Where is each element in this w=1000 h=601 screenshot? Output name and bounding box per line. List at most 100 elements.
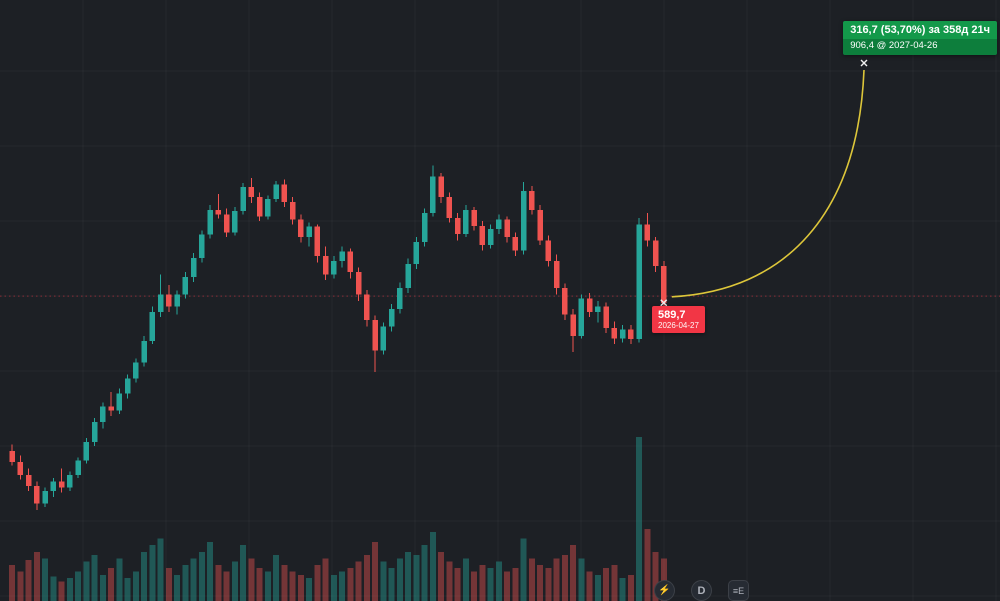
candle-body <box>504 219 510 238</box>
volume-bar <box>330 574 337 601</box>
interval-daily-label: D <box>697 584 706 597</box>
prediction-target-marker[interactable] <box>860 59 868 67</box>
candle-body <box>91 422 98 443</box>
volume-bar <box>83 561 90 601</box>
candle-body <box>223 214 230 233</box>
candle-body <box>628 329 634 340</box>
target-detail: 906,4 @ 2027-04-26 <box>843 39 997 55</box>
candle-body <box>100 406 106 423</box>
volume-bar <box>141 551 147 601</box>
volume-bar <box>611 564 618 601</box>
candle-body <box>661 265 667 303</box>
prediction-arrow-curve[interactable] <box>671 69 865 298</box>
candle-body <box>240 186 246 211</box>
candle-body <box>108 406 114 411</box>
prediction-target-label[interactable]: 316,7 (53,70%) за 358д 21ч 906,4 @ 2027-… <box>843 21 997 55</box>
volume-bar <box>462 558 469 601</box>
candle-body <box>463 209 469 234</box>
volume-bar <box>405 551 411 601</box>
volume-bar <box>594 574 601 601</box>
volume-bar <box>355 561 362 601</box>
volume-bar <box>42 558 48 601</box>
volume-bar <box>380 561 387 601</box>
volume-bar <box>281 564 288 601</box>
volume-bar <box>429 532 436 601</box>
candle-body <box>586 298 593 313</box>
candle-body <box>157 294 164 313</box>
candle-body <box>553 261 560 289</box>
candle-body <box>388 308 395 327</box>
volume-bar <box>454 568 461 601</box>
candle-body <box>248 186 254 198</box>
volume-bar <box>17 571 24 601</box>
volume-bar <box>314 564 321 601</box>
volume-bar <box>660 558 667 601</box>
candle-body <box>405 264 411 289</box>
candle-body <box>471 209 477 226</box>
volume-bar <box>132 571 139 601</box>
interval-button[interactable]: D <box>691 580 712 601</box>
candle-body <box>421 213 428 242</box>
volume-bar <box>479 564 486 601</box>
volume-bar <box>256 568 263 601</box>
bottom-toolbar: ⚡ D ≡E <box>654 580 749 601</box>
candle-body <box>339 251 345 262</box>
volume-bar <box>339 571 345 601</box>
source-price: 589,7 <box>658 309 686 321</box>
script-button[interactable]: ≡E <box>728 580 749 601</box>
candle-body <box>545 240 551 262</box>
candle-body <box>619 329 626 339</box>
candle-body <box>479 225 485 246</box>
candle-body <box>83 442 89 461</box>
volume-bar <box>413 555 420 601</box>
candle-body <box>446 197 452 218</box>
candle-body <box>232 210 238 233</box>
volume-bar <box>438 551 444 601</box>
volume-bar <box>603 568 609 601</box>
target-summary: 316,7 (53,70%) за 358д 21ч <box>843 21 997 39</box>
volume-bar <box>99 574 106 601</box>
volume-bar <box>578 558 585 601</box>
candle-body <box>58 481 65 488</box>
prediction-source-label[interactable]: 589,7 2026-04-27 <box>652 306 705 333</box>
candle-body <box>174 294 180 307</box>
volume-bar <box>347 568 354 601</box>
lightning-alert-button[interactable]: ⚡ <box>654 580 675 601</box>
volume-bar <box>215 564 222 601</box>
candle-body <box>355 272 362 295</box>
prediction-source-marker[interactable] <box>660 299 668 307</box>
candle-body <box>67 474 73 488</box>
volume-bar <box>33 551 40 601</box>
volume-bar <box>289 571 296 601</box>
candle-body <box>34 486 40 504</box>
volume-bar <box>644 528 651 601</box>
candle-body <box>256 197 263 217</box>
volume-bar <box>306 578 312 601</box>
candle-body <box>397 288 403 309</box>
volume-bar <box>273 555 279 601</box>
candle-body <box>438 176 444 198</box>
volume-bar <box>570 545 576 601</box>
volume-bar <box>495 561 502 601</box>
candle-body <box>347 251 353 273</box>
volume-bar <box>520 538 527 601</box>
candle-body <box>322 256 329 275</box>
candle-body <box>190 257 197 277</box>
volume-bar <box>223 571 230 601</box>
volume-bar <box>58 581 65 601</box>
volume-bar <box>545 568 552 601</box>
candle-body <box>314 226 320 257</box>
volume-bar <box>561 555 568 601</box>
candle-body <box>413 241 419 265</box>
candle-body <box>430 176 436 214</box>
volume-bar <box>231 561 238 601</box>
volume-bar <box>108 568 114 601</box>
candle-body <box>364 294 370 321</box>
candle-body <box>454 217 461 234</box>
volume-bar <box>553 558 560 601</box>
candle-body <box>281 184 287 202</box>
volume-bar <box>116 558 123 601</box>
